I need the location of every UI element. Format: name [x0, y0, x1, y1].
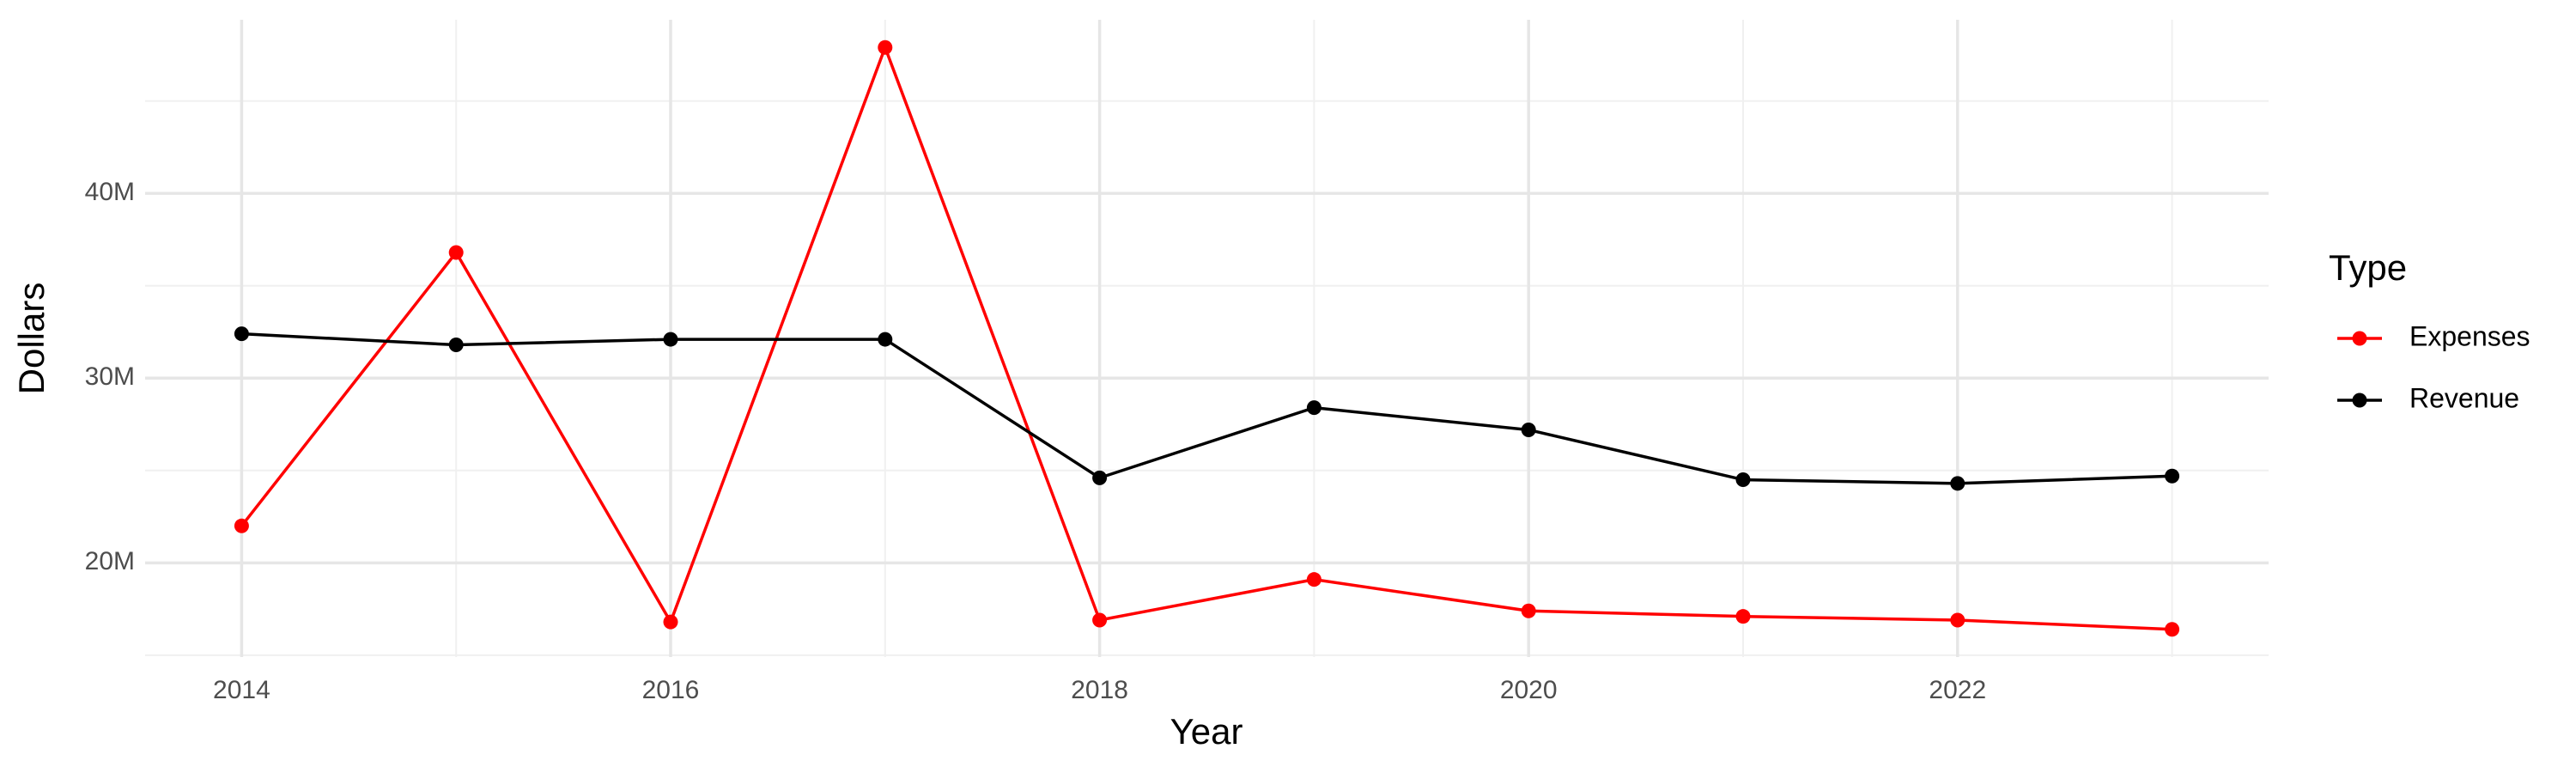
series-line	[240, 43, 2172, 631]
data-point	[1092, 470, 1108, 485]
data-point	[1306, 572, 1321, 587]
data-point	[2165, 622, 2180, 637]
y-axis-title: Dollars	[11, 283, 52, 395]
data-point	[878, 40, 893, 55]
x-tick-label: 2014	[213, 676, 270, 704]
legend-label: Expenses	[2409, 320, 2530, 351]
y-tick-label: 40M	[85, 178, 135, 206]
data-point	[1950, 476, 1965, 491]
data-point	[234, 326, 249, 342]
data-point	[448, 338, 464, 353]
data-point	[1735, 609, 1751, 624]
data-point	[1950, 612, 1965, 628]
data-point	[663, 614, 678, 630]
series-line	[241, 332, 2172, 485]
legend-key-point	[2352, 331, 2367, 346]
data-point	[878, 332, 893, 347]
legend-label: Revenue	[2409, 382, 2519, 413]
data-point	[1306, 400, 1321, 416]
data-point	[234, 518, 249, 533]
data-point	[448, 245, 464, 260]
x-tick-label: 2022	[1929, 676, 1986, 704]
data-point	[1092, 612, 1108, 628]
data-point	[1521, 422, 1536, 437]
data-point	[2165, 468, 2180, 484]
legend-title: Type	[2329, 247, 2407, 288]
x-tick-label: 2020	[1500, 676, 1558, 704]
legend-key-point	[2352, 393, 2367, 408]
y-tick-label: 30M	[85, 362, 135, 391]
data-point	[1735, 472, 1751, 488]
y-tick-label: 20M	[85, 547, 135, 575]
x-axis-title: Year	[1170, 711, 1243, 752]
x-tick-label: 2018	[1071, 676, 1128, 704]
data-point	[663, 332, 678, 347]
data-point	[1521, 603, 1536, 618]
x-tick-label: 2016	[642, 676, 700, 704]
